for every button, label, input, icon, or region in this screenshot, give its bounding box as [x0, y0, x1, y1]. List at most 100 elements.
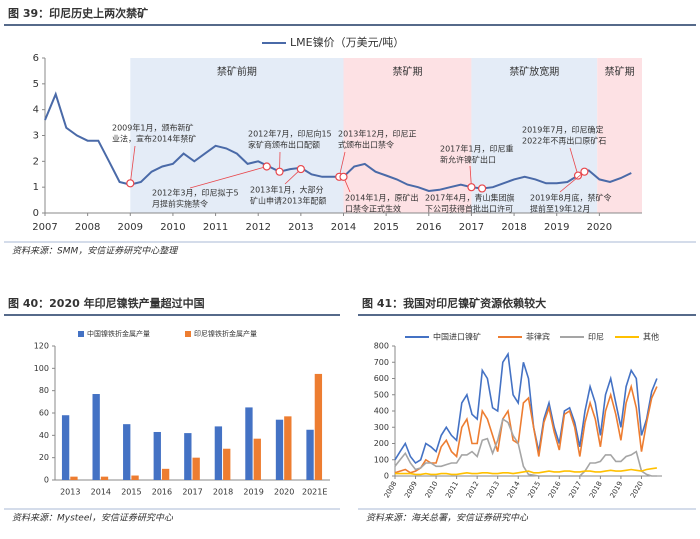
y-tick-label: 4: [33, 105, 39, 116]
bar: [245, 407, 252, 480]
event-text: 新允许镍矿出口: [440, 155, 496, 165]
event-text: 2017年1月，印尼重: [440, 144, 513, 154]
y-tick-label: 0: [384, 472, 389, 481]
x-tick-label: 2020: [274, 488, 294, 497]
event-marker: [340, 173, 347, 180]
y-tick-label: 0: [33, 208, 39, 219]
bar: [131, 476, 138, 480]
event-marker: [127, 180, 134, 187]
bar: [70, 477, 77, 480]
x-tick-label: 2009: [118, 222, 143, 233]
event-text: 家矿商颁布出口配额: [248, 140, 320, 150]
period-label: 禁矿期: [605, 65, 635, 78]
event-text: 2014年1月，原矿出: [345, 193, 418, 203]
x-tick-label: 2014: [506, 480, 522, 500]
y-tick-label: 120: [34, 342, 49, 351]
figure-title: 图 39：印尼历史上两次禁矿: [8, 6, 148, 20]
legend-label: 菲律宾: [526, 332, 550, 342]
x-tick-label: 2017: [567, 480, 583, 499]
legend-swatch: [78, 331, 84, 337]
event-marker: [263, 163, 270, 170]
x-tick-label: 2019: [609, 480, 625, 499]
event-text: 2019年8月底，禁矿令: [530, 193, 611, 203]
y-tick-label: 100: [34, 364, 49, 373]
x-tick-label: 2009: [403, 480, 419, 499]
x-tick-label: 2015: [121, 488, 141, 497]
period-label: 禁矿放宽期: [509, 65, 559, 78]
event-marker: [581, 168, 588, 175]
x-tick-label: 2015: [526, 480, 542, 499]
x-tick-label: 2013: [288, 222, 313, 233]
period-band: [471, 58, 597, 213]
x-tick-label: 2015: [373, 222, 398, 233]
x-tick-label: 2017: [459, 222, 484, 233]
figure-title: 图 40：2020 年印尼镍铁产量超过中国: [8, 296, 205, 310]
source: 资料来源：Mysteel，安信证券研究中心: [12, 513, 174, 524]
source: 资料来源：SMM，安信证券研究中心整理: [12, 246, 179, 257]
bar: [184, 433, 191, 480]
x-tick-label: 2018: [213, 488, 233, 497]
event-text: 2009年1月，颁布新矿: [112, 123, 193, 133]
event-text: 2012年3月，印尼拟于5: [152, 188, 239, 198]
bar: [193, 458, 200, 480]
bar: [284, 416, 291, 480]
y-tick-label: 6: [33, 53, 39, 64]
event-text: 提前至19年12月: [530, 204, 590, 214]
bar: [215, 426, 222, 480]
event-text: 2012年7月，印尼向15: [248, 129, 332, 139]
event-marker: [297, 166, 304, 173]
source: 资料来源：海关总署，安信证券研究中心: [366, 513, 529, 524]
x-tick-label: 2016: [152, 488, 172, 497]
x-tick-label: 2012: [465, 480, 481, 499]
y-tick-label: 5: [33, 79, 39, 90]
bar: [101, 477, 108, 480]
bar: [162, 469, 169, 480]
period-band: [597, 58, 642, 213]
x-tick-label: 2021E: [302, 488, 327, 497]
legend-label: 中国进口镍矿: [433, 332, 481, 342]
x-tick-label: 2019: [243, 488, 263, 497]
x-tick-label: 2018: [501, 222, 526, 233]
legend-swatch: [185, 331, 191, 337]
y-tick-label: 700: [374, 358, 389, 367]
x-tick-label: 2017: [182, 488, 202, 497]
x-tick-label: 2008: [75, 222, 100, 233]
event-text: 下公司获得首批出口许可: [425, 204, 513, 214]
bar: [62, 415, 69, 480]
x-tick-label: 2013: [60, 488, 80, 497]
bar: [315, 374, 322, 480]
x-tick-label: 2020: [629, 480, 645, 499]
event-marker: [575, 172, 582, 179]
series-line: [395, 354, 657, 463]
event-text: 月提前实施禁令: [152, 199, 208, 209]
y-tick-label: 400: [374, 407, 389, 416]
legend-label: 中国镍铁折金属产量: [87, 329, 150, 338]
bar: [306, 430, 313, 480]
x-tick-label: 2007: [32, 222, 57, 233]
y-tick-label: 1: [33, 182, 39, 193]
y-tick-label: 0: [44, 476, 49, 485]
y-tick-label: 200: [374, 439, 389, 448]
event-text: 2013年1月，大部分: [250, 185, 323, 195]
event-text: 2013年12月，印尼正: [338, 129, 417, 139]
y-tick-label: 40: [39, 431, 49, 440]
y-tick-label: 20: [39, 453, 49, 462]
event-marker: [468, 184, 475, 191]
event-text: 口禁令正式生效: [345, 204, 401, 214]
bar: [154, 432, 161, 480]
legend-label: 印尼镍铁折金属产量: [194, 329, 257, 338]
event-marker: [479, 185, 486, 192]
event-text: 2022年不再出口原矿石: [522, 136, 606, 146]
y-tick-label: 100: [374, 455, 389, 464]
y-tick-label: 300: [374, 423, 389, 432]
bar: [254, 439, 261, 480]
bar: [93, 394, 100, 480]
period-label: 禁矿前期: [217, 65, 257, 78]
x-tick-label: 2014: [331, 222, 356, 233]
bar: [276, 420, 283, 480]
bar: [123, 424, 130, 480]
y-tick-label: 80: [39, 386, 49, 395]
legend-label: LME镍价（万美元/吨）: [290, 35, 404, 49]
x-tick-label: 2016: [547, 480, 563, 500]
